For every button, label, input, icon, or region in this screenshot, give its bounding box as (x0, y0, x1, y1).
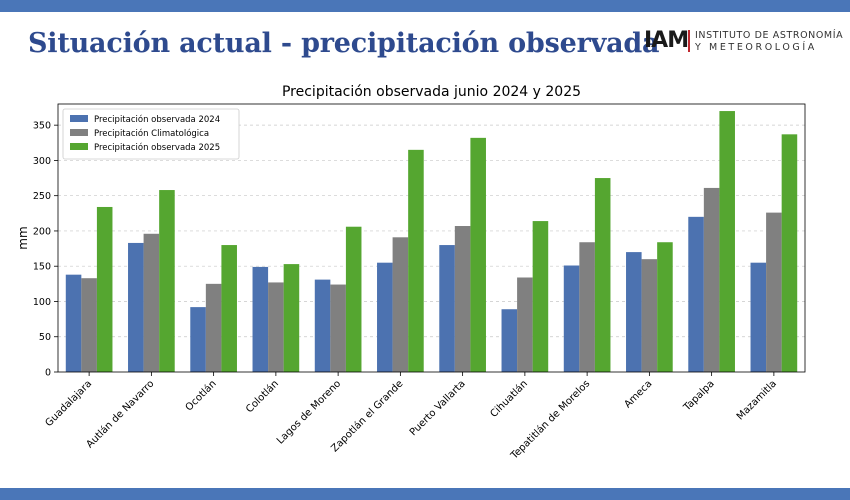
y-tick-label: 250 (33, 191, 51, 202)
x-tick-label: Autlán de Navarro (84, 378, 157, 451)
bar (377, 262, 393, 372)
bar (314, 279, 331, 372)
bottom-band (0, 488, 850, 500)
logo-divider (688, 30, 690, 52)
slide-title: Situación actual - precipitación observa… (28, 28, 660, 59)
y-tick-label: 350 (33, 121, 51, 132)
bar (81, 278, 97, 372)
legend-label: Precipitación observada 2024 (94, 114, 220, 125)
bar (657, 242, 673, 372)
bar (454, 226, 471, 372)
legend-label: Precipitación observada 2025 (94, 142, 220, 153)
legend-label: Precipitación Climatológica (94, 128, 209, 139)
bar (330, 284, 346, 372)
bar (766, 212, 782, 372)
legend-swatch (70, 143, 88, 150)
y-tick-label: 50 (39, 332, 51, 343)
legend-swatch (70, 129, 88, 136)
x-tick-label: Mazamitla (735, 378, 779, 422)
legend-box (62, 108, 240, 160)
x-tick-label: Colotlán (243, 378, 281, 416)
x-tick-label: Guadalajara (44, 378, 95, 429)
bar (532, 221, 549, 372)
bar (283, 264, 300, 372)
logo-mark: IAM (644, 28, 689, 53)
x-tick-label: Lagos de Moreno (275, 378, 343, 446)
bar (205, 283, 222, 372)
bar (268, 282, 284, 372)
bar (439, 245, 455, 372)
bar (579, 242, 595, 372)
bar (143, 233, 160, 372)
bar (408, 149, 424, 372)
bar (221, 245, 237, 372)
bar (517, 277, 533, 372)
bar (96, 206, 113, 372)
bar (252, 266, 269, 372)
bar (65, 274, 82, 372)
bar (719, 111, 735, 373)
x-tick-label: Ameca (622, 378, 654, 410)
y-tick-label: 300 (33, 156, 51, 167)
bar (703, 187, 720, 372)
x-tick-label: Ocotlán (183, 378, 219, 414)
bar (128, 242, 144, 372)
logo-institute-line2: Y METEOROLOGÍA (695, 42, 817, 53)
y-tick-label: 0 (45, 368, 51, 379)
chart-title: Precipitación observada junio 2024 y 202… (282, 84, 581, 100)
x-tick-label: Puerto Vallarta (408, 378, 468, 438)
y-tick-label: 100 (33, 297, 51, 308)
x-tick-label: Tapalpa (681, 378, 717, 414)
bar (781, 134, 798, 372)
bar (563, 265, 580, 372)
y-tick-label: 200 (33, 226, 51, 237)
bar (190, 307, 206, 372)
logo-institute-line1: INSTITUTO DE ASTRONOMÍA (695, 30, 844, 41)
y-axis-label: mm (16, 226, 30, 249)
bar (470, 137, 486, 372)
bar (159, 190, 175, 372)
bar (641, 259, 658, 372)
precipitation-chart: Precipitación observada junio 2024 y 202… (16, 84, 806, 462)
bar (345, 226, 362, 372)
bar (688, 216, 704, 372)
x-tick-label: Cihuatlán (488, 378, 530, 420)
legend-swatch (70, 115, 88, 122)
bar (501, 309, 518, 372)
top-band (0, 0, 850, 12)
bar (626, 252, 642, 372)
plot-frame (57, 103, 806, 373)
bar (750, 262, 767, 372)
bar (594, 178, 611, 372)
y-tick-label: 150 (33, 262, 51, 273)
bar (392, 237, 409, 372)
